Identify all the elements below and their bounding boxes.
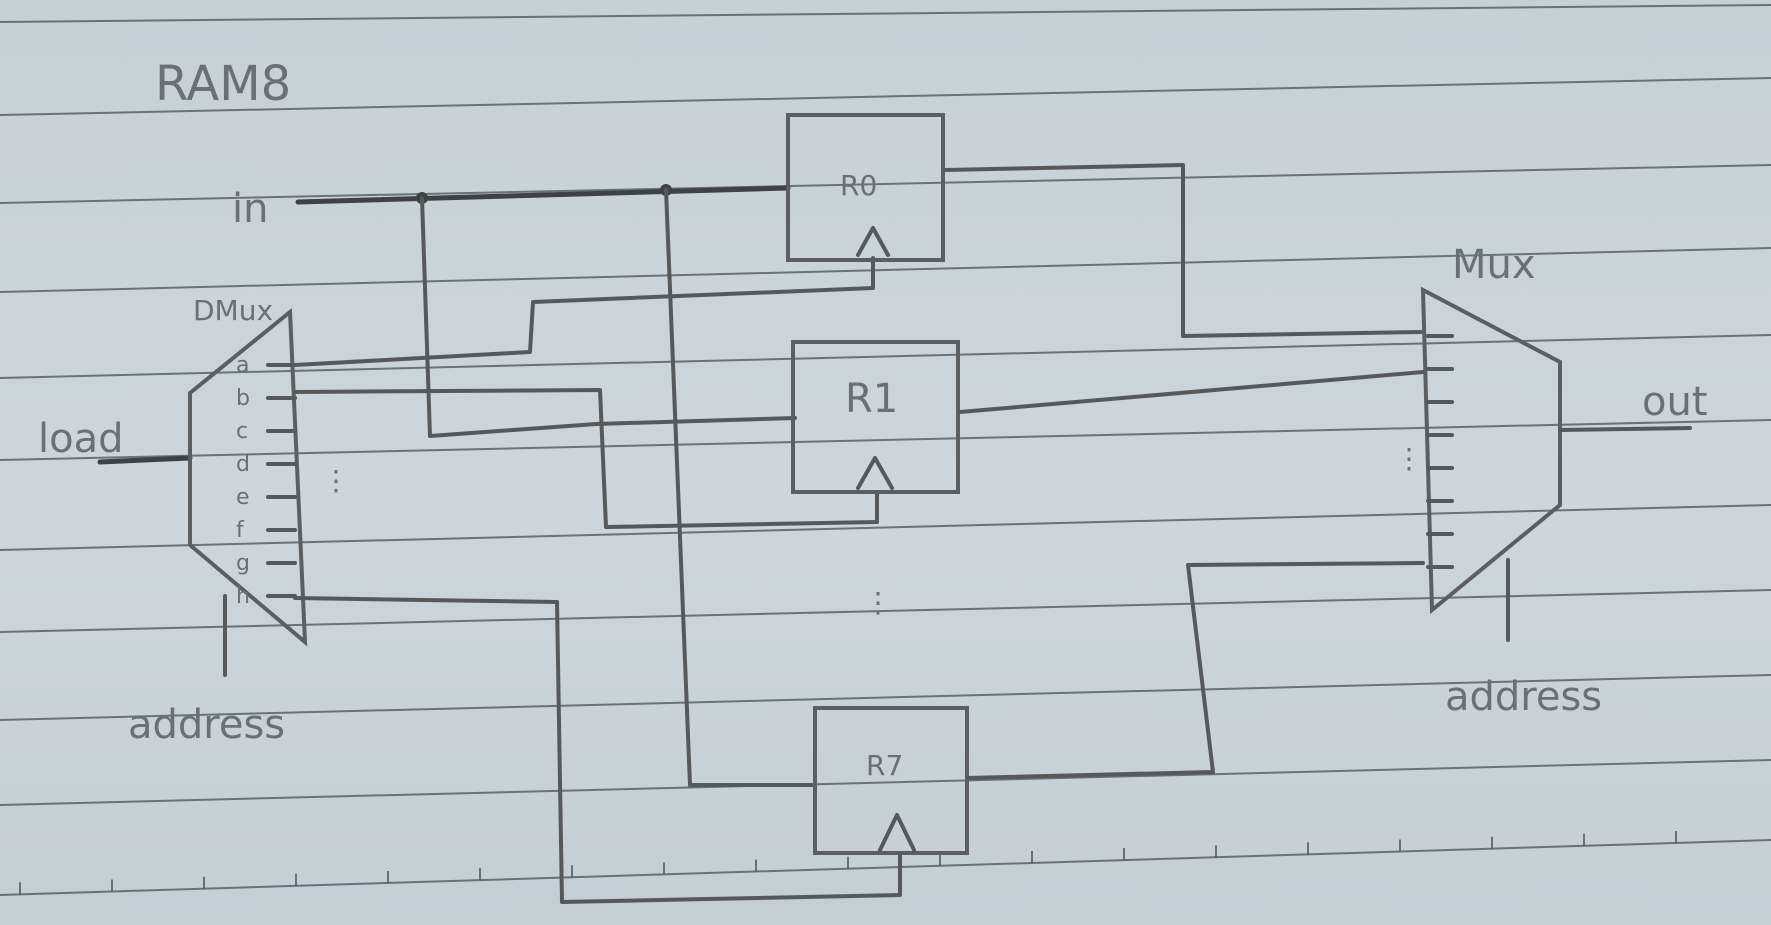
load-wire xyxy=(97,455,193,465)
dmux-pin-c: c xyxy=(236,419,248,444)
dmux-pin-f: f xyxy=(236,518,245,543)
dmux-pin-h: h xyxy=(236,584,250,609)
registers-ellipsis: ⋮ xyxy=(864,586,892,619)
register-r0: R0 xyxy=(786,113,945,262)
mux-pins xyxy=(1426,334,1454,569)
input-in-label: in xyxy=(232,186,268,232)
register-output-wires xyxy=(943,163,1425,780)
register-r1-label: R1 xyxy=(845,376,898,422)
register-r1: R1 xyxy=(791,340,960,494)
output-out-label: out xyxy=(1642,379,1708,425)
dmux-pin-e: e xyxy=(236,485,250,510)
dmux-address-label: address xyxy=(128,702,285,748)
input-load-label: load xyxy=(38,416,124,462)
dmux-pin-a: a xyxy=(236,353,249,378)
dmux-pin-b: b xyxy=(236,386,250,411)
register-r7-label: R7 xyxy=(866,749,903,782)
mux-ellipsis: ⋮ xyxy=(1395,442,1423,475)
dmux-pin-g: g xyxy=(236,551,250,576)
dmux-ellipsis: ⋮ xyxy=(322,464,350,497)
register-r0-label: R0 xyxy=(840,169,877,202)
ruler-ticks xyxy=(19,830,1677,895)
dmux-pin-d: d xyxy=(236,452,250,477)
mux-block: Mux ⋮ address xyxy=(1395,242,1602,720)
dmux-output-wires xyxy=(293,256,902,904)
diagram-title: RAM8 xyxy=(155,56,291,112)
in-bus-wire xyxy=(295,184,817,787)
mux-label: Mux xyxy=(1452,242,1536,288)
mux-address-label: address xyxy=(1445,674,1602,720)
dmux-label: DMux xyxy=(193,294,273,327)
out-wire xyxy=(1558,426,1692,432)
register-r7: R7 xyxy=(813,706,969,855)
